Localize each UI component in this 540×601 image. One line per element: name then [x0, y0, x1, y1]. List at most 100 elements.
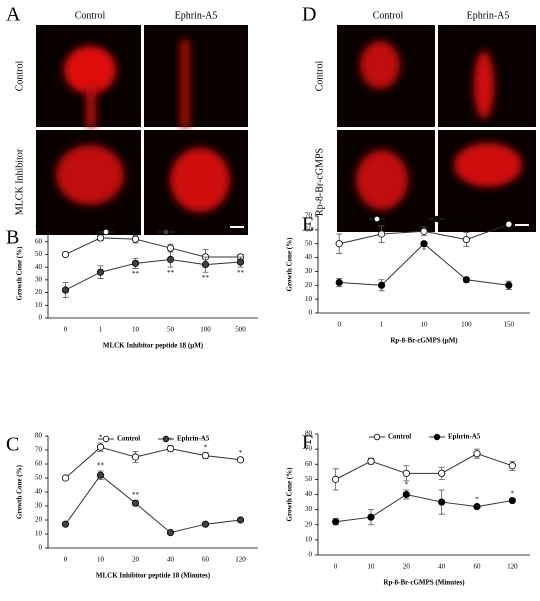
legend-marker: [433, 433, 441, 441]
y-tick-label: 40: [35, 488, 43, 496]
legend-label: Control: [117, 228, 140, 236]
panel-letter: C: [6, 434, 19, 456]
marker: [420, 227, 428, 235]
marker: [438, 469, 446, 477]
image-blob: [454, 143, 522, 187]
y-tick-label: 30: [305, 267, 313, 275]
significance-label: *: [99, 226, 103, 234]
micrographs: [36, 25, 536, 235]
image: [144, 25, 248, 127]
x-tick-label: 0: [334, 563, 338, 571]
y-tick-label: 60: [35, 460, 43, 468]
y-axis-label: Growth Cone (%): [286, 467, 294, 522]
legend-marker: [102, 228, 110, 236]
image-blob: [180, 40, 190, 127]
x-tick-label: 150: [504, 321, 515, 329]
marker: [377, 230, 386, 238]
x-tick-label: 50: [167, 326, 175, 334]
x-tick-label: 0: [64, 326, 68, 334]
marker: [462, 235, 470, 244]
y-tick-label: 40: [305, 253, 313, 261]
significance-label: **: [202, 274, 210, 282]
y-tick-label: 10: [35, 530, 43, 538]
y-tick-label: 60: [35, 237, 43, 245]
marker: [61, 250, 70, 259]
y-tick-label: 10: [305, 535, 313, 543]
marker: [61, 520, 70, 528]
marker: [462, 276, 470, 284]
significance-label: *: [405, 481, 409, 489]
marker: [96, 234, 105, 242]
image-blob: [56, 145, 124, 205]
y-tick-label: 20: [35, 516, 43, 524]
y-tick-label: 60: [305, 225, 313, 233]
legend-label: Ephrin-A5: [177, 435, 210, 443]
series-line: [65, 446, 241, 479]
x-axis-label: MLCK Inhibitor peptide 18 (μM): [103, 342, 204, 350]
marker: [377, 281, 386, 289]
y-tick-label: 50: [305, 239, 313, 247]
row-header: Rp-8-Br-cGMPS: [314, 148, 325, 216]
image-blob: [64, 46, 116, 94]
row-header: Control: [14, 61, 25, 92]
column-header: Ephrin-A5: [467, 10, 510, 21]
y-tick-label: 40: [305, 490, 313, 498]
panel-letter: F: [302, 432, 313, 454]
marker: [96, 268, 105, 276]
x-tick-label: 120: [507, 563, 518, 571]
marker: [508, 462, 516, 470]
marker: [438, 498, 446, 506]
significance-label: *: [422, 247, 426, 255]
y-tick-label: 30: [35, 275, 43, 283]
image-blob: [474, 51, 494, 119]
panel-letter: E: [302, 214, 314, 236]
panel-letter: A: [6, 4, 21, 26]
marker: [367, 513, 375, 521]
marker: [166, 444, 175, 453]
x-tick-label: 60: [202, 556, 210, 564]
marker: [236, 456, 245, 464]
x-axis-label: MLCK Inhibitor peptide 18 (Minutes): [96, 572, 211, 580]
x-tick-label: 100: [200, 326, 211, 334]
significance-label: **: [237, 269, 245, 277]
marker: [201, 451, 210, 460]
x-tick-label: 10: [368, 563, 376, 571]
x-tick-label: 0: [337, 321, 341, 329]
marker: [166, 255, 175, 264]
significance-label: *: [475, 496, 479, 504]
series-line: [65, 474, 241, 534]
legend-marker: [102, 435, 110, 443]
y-tick-label: 70: [305, 212, 313, 220]
marker: [166, 244, 175, 252]
marker: [335, 278, 343, 287]
significance-label: *: [204, 443, 208, 451]
y-tick-label: 20: [305, 281, 313, 289]
legend-label: Control: [388, 433, 411, 441]
significance-label: **: [97, 462, 105, 470]
marker: [131, 453, 140, 461]
image-blob: [86, 85, 96, 127]
marker: [402, 469, 410, 477]
row-header: MLCK Inhibitor: [14, 148, 25, 215]
y-tick-label: 80: [305, 430, 313, 438]
x-tick-label: 120: [235, 556, 246, 564]
x-tick-label: 20: [132, 556, 140, 564]
marker: [505, 281, 513, 289]
y-tick-label: 20: [35, 288, 43, 296]
panel-letter: D: [302, 4, 316, 26]
marker: [420, 240, 428, 248]
y-tick-label: 60: [305, 460, 313, 468]
y-tick-label: 30: [305, 505, 313, 513]
x-axis-label: Rp-8-Br-cGMPS (Minutes): [383, 579, 465, 587]
x-tick-label: 10: [421, 321, 429, 329]
x-tick-label: 40: [438, 563, 446, 571]
row-header: Control: [314, 61, 325, 92]
marker: [131, 499, 140, 507]
significance-label: *: [239, 449, 243, 457]
y-axis-label: Growth Cone (%): [286, 237, 294, 292]
legend-label: Ephrin-A5: [448, 433, 481, 441]
scale-bar: [515, 224, 529, 226]
y-tick-label: 10: [305, 295, 313, 303]
marker: [473, 450, 481, 458]
